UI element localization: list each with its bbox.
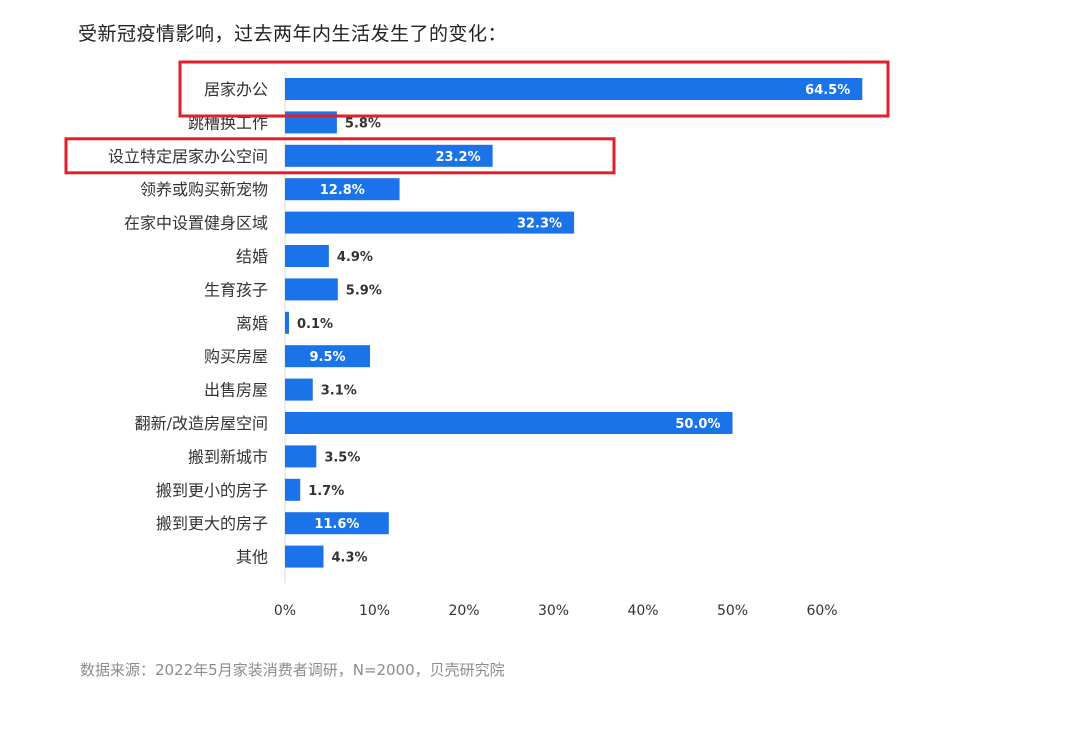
category-label: 翻新/改造房屋空间 bbox=[135, 414, 268, 433]
labels-layer: 居家办公 64.5% 跳槽换工作 5.8% 设立特定居家办公空间 23.2% 领养或购买新宠… bbox=[108, 80, 850, 567]
source-note: 数据来源：2022年5月家装消费者调研，N=2000，贝壳研究院 bbox=[80, 661, 505, 679]
bar bbox=[285, 178, 400, 201]
bar bbox=[285, 345, 371, 368]
data-label: 12.8% bbox=[320, 183, 365, 198]
category-label: 出售房屋 bbox=[204, 381, 268, 400]
x-tick-label: 10% bbox=[359, 603, 390, 619]
bar bbox=[285, 78, 863, 100]
data-label: 64.5% bbox=[805, 83, 850, 98]
category-label: 离婚 bbox=[236, 314, 268, 333]
category-label: 居家办公 bbox=[204, 80, 268, 99]
bar bbox=[285, 545, 324, 568]
x-tick-label: 20% bbox=[448, 603, 479, 619]
bar bbox=[285, 278, 338, 301]
category-label: 设立特定居家办公空间 bbox=[108, 147, 268, 166]
data-label: 1.7% bbox=[308, 484, 344, 499]
x-tick-label: 0% bbox=[274, 603, 296, 619]
category-label: 领养或购买新宠物 bbox=[140, 180, 268, 199]
category-label: 结婚 bbox=[236, 247, 268, 266]
data-label: 0.1% bbox=[297, 317, 333, 332]
highlight-box bbox=[64, 137, 616, 175]
data-label: 3.5% bbox=[324, 450, 360, 465]
data-label: 9.5% bbox=[309, 350, 345, 365]
bar bbox=[285, 144, 493, 167]
bar bbox=[285, 245, 329, 267]
data-label: 50.0% bbox=[675, 417, 720, 432]
bar bbox=[285, 445, 317, 468]
bar bbox=[285, 412, 733, 434]
data-label: 32.3% bbox=[517, 217, 562, 232]
data-label: 4.9% bbox=[337, 250, 373, 265]
bar bbox=[285, 478, 301, 501]
chart-title: 受新冠疫情影响，过去两年内生活发生了的变化： bbox=[78, 23, 508, 45]
category-label: 搬到更小的房子 bbox=[156, 481, 268, 500]
bar bbox=[285, 378, 313, 401]
category-label: 在家中设置健身区域 bbox=[124, 214, 268, 233]
category-label: 搬到新城市 bbox=[188, 447, 268, 466]
category-label: 生育孩子 bbox=[204, 280, 268, 299]
x-tick-label: 60% bbox=[806, 603, 837, 619]
category-label: 跳槽换工作 bbox=[188, 113, 268, 132]
data-label: 23.2% bbox=[436, 150, 481, 165]
data-label: 11.6% bbox=[314, 517, 359, 532]
highlight-box bbox=[178, 60, 890, 118]
data-label: 5.9% bbox=[346, 283, 382, 298]
x-tick-label: 30% bbox=[538, 603, 569, 619]
x-tick-label: 50% bbox=[717, 603, 748, 619]
category-label: 搬到更大的房子 bbox=[156, 514, 268, 533]
category-label: 购买房屋 bbox=[204, 347, 268, 366]
x-axis-ticks: 0% 10% 20% 30% 40% 50% 60% bbox=[274, 603, 838, 619]
highlight-boxes bbox=[64, 60, 890, 175]
bar bbox=[285, 211, 575, 234]
category-label: 其他 bbox=[236, 548, 268, 567]
bars-layer bbox=[284, 72, 863, 583]
bar bbox=[285, 311, 289, 334]
data-label: 4.3% bbox=[331, 551, 367, 566]
data-label: 5.8% bbox=[345, 116, 381, 131]
data-label: 3.1% bbox=[321, 384, 357, 399]
x-tick-label: 40% bbox=[627, 603, 658, 619]
bar bbox=[285, 512, 389, 535]
